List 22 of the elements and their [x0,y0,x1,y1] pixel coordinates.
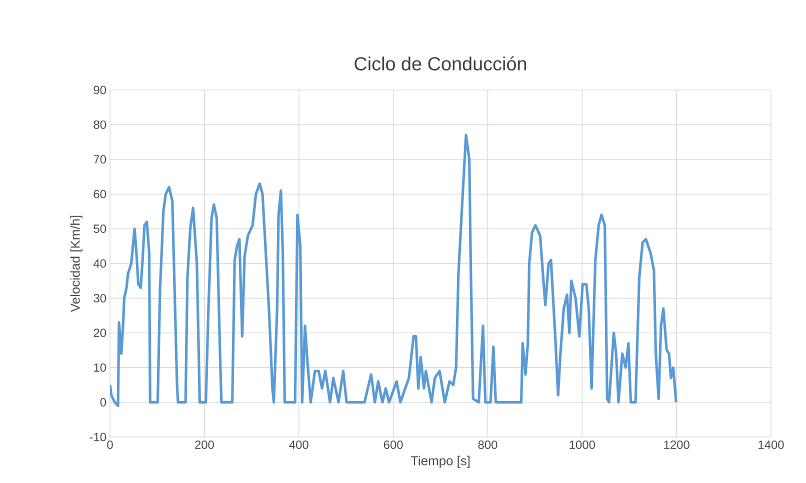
y-tick-label: 50 [94,224,106,234]
y-tick-label: 10 [94,363,106,372]
y-tick-label: 20 [94,328,106,338]
y-tick-label: 90 [94,86,106,94]
y-tick-label: 0 [100,398,106,407]
y-axis-title: Velocidad [Km/h] [70,216,82,312]
x-tick-label: 1000 [570,440,595,449]
x-tick-label: 1200 [664,440,690,449]
y-tick-label: 30 [94,294,106,302]
x-tick-label: 400 [289,440,308,449]
x-tick-label: 800 [478,440,498,449]
y-tick-label: -10 [90,432,106,442]
y-tick-label: 40 [93,259,106,268]
x-tick-label: 1400 [758,440,784,449]
x-axis-title: Tiempo [s] [410,456,470,468]
y-tick-label: 80 [94,120,106,129]
y-tick-label: 60 [94,190,106,198]
y-tick-label: 70 [94,155,106,164]
x-tick-label: 600 [384,440,403,449]
x-tick-label: 0 [107,440,113,449]
chart-title: Ciclo de Conducción [354,56,526,70]
x-tick-label: 200 [195,440,214,449]
